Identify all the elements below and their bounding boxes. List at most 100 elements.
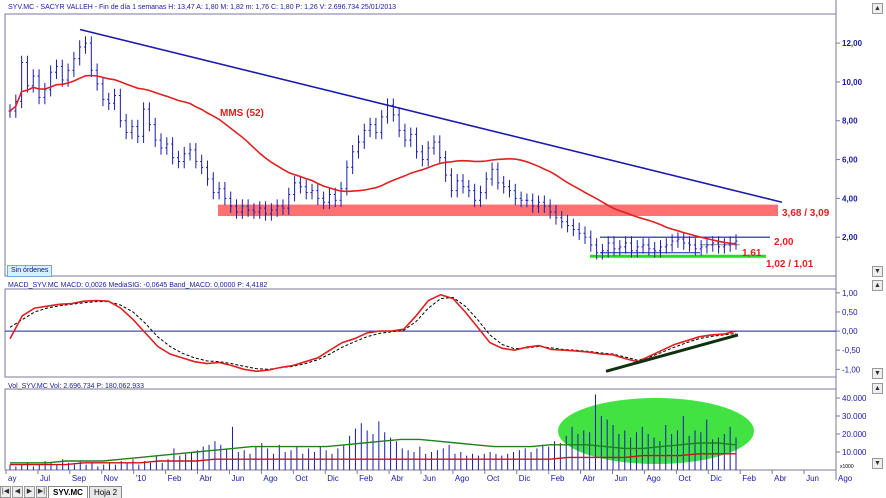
x-tick-label: Abr — [774, 474, 787, 483]
price-bar — [298, 176, 302, 194]
x-tick-label: Abr — [200, 474, 213, 483]
volume-down-button[interactable]: ▼ — [872, 458, 883, 469]
x-tick-label: Abr — [391, 474, 404, 483]
price-bar — [589, 230, 593, 252]
sheet-tabs: |◀ ◀ ▶ ▶| SYV.MC Hoja 2 — [0, 485, 123, 498]
price-bar — [444, 150, 448, 182]
x-tick-label: Dic — [710, 474, 722, 483]
price-bar — [327, 187, 331, 210]
panel-up-button[interactable]: ▲ — [872, 3, 883, 14]
price-bar — [84, 36, 88, 54]
price-bar — [211, 172, 215, 200]
price-bar — [478, 185, 482, 208]
price-bar — [403, 123, 407, 147]
macd-ytick-label: -1,00 — [842, 365, 861, 374]
x-tick-label: Feb — [742, 474, 756, 483]
price-bar — [711, 236, 715, 252]
price-bar — [484, 172, 488, 200]
price-bar — [60, 59, 64, 87]
price-bar — [25, 55, 29, 93]
price-ytick-label: 12,00 — [842, 39, 863, 48]
price-bar — [595, 238, 599, 260]
price-bar — [159, 133, 163, 155]
price-bar — [722, 238, 726, 254]
support-band — [218, 204, 778, 217]
price-bar — [426, 141, 430, 167]
x-tick-label: Abr — [583, 474, 596, 483]
price-bar — [415, 127, 419, 159]
price-ytick-label: 10,00 — [842, 78, 863, 87]
price-bar — [624, 236, 628, 254]
price-bar — [258, 201, 262, 219]
price-bar — [72, 51, 76, 78]
price-bar — [600, 243, 604, 260]
price-ytick-label: 4,00 — [842, 194, 858, 203]
price-bar — [101, 77, 105, 107]
price-bar — [618, 240, 622, 256]
price-bar — [113, 88, 117, 111]
price-bar — [136, 119, 140, 144]
price-bar — [153, 117, 157, 147]
price-bar — [386, 98, 390, 124]
next-sheet-button[interactable]: ▶ — [24, 486, 35, 498]
price-bar — [397, 108, 401, 138]
price-header: SYV.MC - SACYR VALLEH - Fin de día 1 sem… — [8, 4, 397, 11]
last-sheet-button[interactable]: ▶| — [36, 486, 47, 498]
price-bar — [281, 199, 285, 215]
first-sheet-button[interactable]: |◀ — [0, 486, 11, 498]
macd-ytick-label: 0,50 — [842, 308, 858, 317]
resistance-label: 2,00 — [774, 237, 794, 248]
price-bar — [647, 238, 651, 256]
price-bar — [531, 193, 535, 213]
support-label: 1,02 / 1,01 — [766, 259, 814, 270]
price-bar — [235, 199, 239, 219]
price-bar — [130, 119, 134, 140]
price-bar — [142, 102, 146, 144]
price-ytick-label: 6,00 — [842, 156, 858, 165]
volume-ytick-label: 10.000 — [842, 448, 867, 457]
price-bar — [653, 242, 657, 258]
price-bar — [467, 179, 471, 198]
price-bar — [194, 143, 198, 169]
macd-down-button[interactable]: ▼ — [872, 368, 883, 379]
tab-hoja2[interactable]: Hoja 2 — [88, 486, 123, 498]
price-bar — [566, 214, 570, 233]
status-badge[interactable]: Sin órdenes — [7, 265, 53, 277]
x-tick-label: ay — [8, 474, 16, 483]
volume-up-button[interactable]: ▲ — [872, 383, 883, 394]
price-bar — [240, 199, 244, 219]
macd-ytick-label: 1,00 — [842, 289, 858, 298]
price-bar — [333, 187, 337, 208]
price-bar — [461, 174, 465, 194]
price-bar — [339, 181, 343, 208]
price-bar — [688, 236, 692, 252]
macd-up-button[interactable]: ▲ — [872, 280, 883, 291]
price-bar — [200, 154, 204, 175]
price-bar — [176, 150, 180, 169]
macd-trendline — [605, 333, 739, 373]
x-tick-label: Ago — [838, 474, 853, 483]
x-tick-label: Dic — [327, 474, 339, 483]
tab-syv[interactable]: SYV.MC — [48, 486, 88, 498]
price-bar — [682, 232, 686, 250]
panel-down-button[interactable]: ▼ — [872, 266, 883, 277]
price-bar — [490, 162, 494, 186]
price-bar — [519, 191, 523, 208]
ma-label: MMS (52) — [220, 108, 264, 119]
price-bar — [165, 137, 169, 155]
price-bar — [188, 143, 192, 161]
x-tick-label: Jun — [231, 474, 244, 483]
macd-ytick-label: -0,50 — [842, 346, 861, 355]
price-bar — [293, 176, 297, 202]
level-161-label: 1,61 — [742, 248, 762, 259]
volume-header: Vol_SYV.MC Vol: 2.696.734 P: 180.062.933 — [8, 383, 144, 390]
macd-line — [9, 293, 737, 373]
price-bar — [409, 127, 413, 147]
x-tick-label: Feb — [168, 474, 182, 483]
price-bar — [217, 181, 221, 200]
panel-frame-1 — [4, 13, 837, 277]
price-bar — [676, 232, 680, 248]
prev-sheet-button[interactable]: ◀ — [12, 486, 23, 498]
